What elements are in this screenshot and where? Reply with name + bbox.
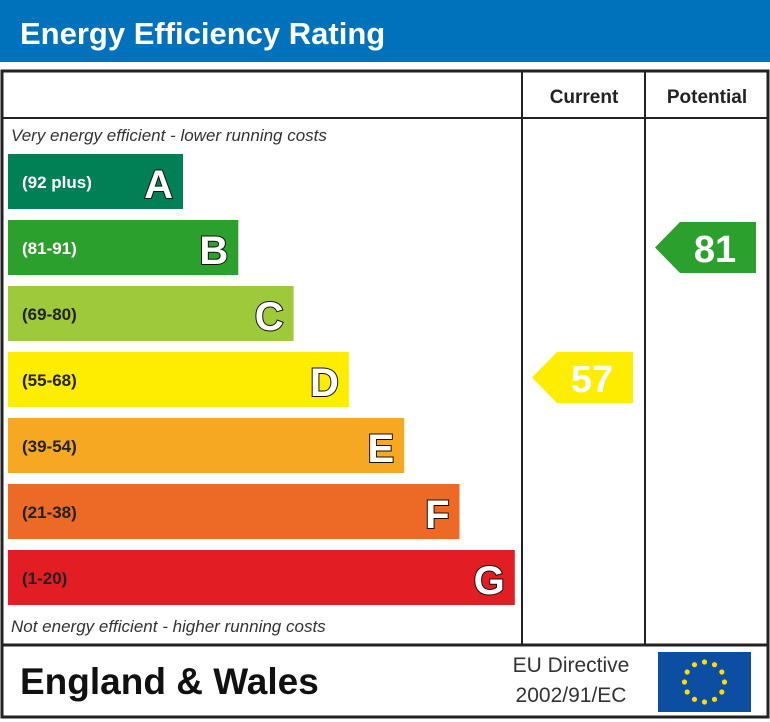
star-icon (721, 679, 728, 685)
band-B: (81-91) B (8, 220, 239, 275)
band-C: (69-80) C (8, 286, 294, 341)
band-bar (8, 484, 460, 539)
band-bar (8, 418, 405, 473)
potential-rating-shape (655, 222, 756, 273)
band-bar (8, 352, 349, 407)
star-icon (681, 679, 688, 685)
star-icon (719, 689, 725, 695)
band-range: (92 plus) (22, 173, 92, 192)
header-bar (0, 0, 770, 62)
band-letter: C (255, 295, 284, 339)
band-E: (39-54) E (8, 418, 405, 473)
region-label: England & Wales (20, 661, 319, 702)
band-letter: B (199, 229, 228, 273)
chart-title: Energy Efficiency Rating (20, 16, 385, 51)
current-rating-shape (532, 352, 633, 403)
star-icon (701, 659, 708, 665)
band-letter: E (368, 427, 395, 471)
band-A: (92 plus) A (8, 154, 183, 209)
star-icon (701, 699, 708, 705)
band-G: (1-20) G (8, 550, 515, 605)
star-icon (691, 662, 698, 668)
band-letter: D (310, 361, 339, 405)
band-bar (8, 550, 515, 605)
star-icon (711, 662, 718, 668)
potential-rating-value: 81 (694, 229, 736, 271)
star-icon (684, 669, 690, 675)
eu-flag-icon (658, 652, 751, 712)
bottom-note: Not energy efficient - higher running co… (11, 617, 326, 636)
star-icon (684, 689, 690, 695)
band-range: (81-91) (22, 239, 77, 258)
potential-rating: 81 (655, 222, 756, 273)
band-bar (8, 220, 239, 275)
band-range: (1-20) (22, 569, 67, 588)
potential-header: Potential (667, 87, 747, 108)
frame (0, 69, 770, 719)
top-note: Very energy efficient - lower running co… (11, 126, 327, 145)
band-range: (21-38) (22, 503, 77, 522)
band-letter: A (144, 163, 173, 207)
band-D: (55-68) D (8, 352, 349, 407)
star-icon (711, 696, 718, 702)
band-range: (69-80) (22, 305, 77, 324)
band-letter: G (474, 559, 505, 603)
star-icon (719, 669, 725, 675)
band-range: (39-54) (22, 437, 77, 456)
band-range: (55-68) (22, 371, 77, 390)
star-icon (691, 696, 698, 702)
band-letter: F (425, 493, 449, 537)
current-rating-value: 57 (571, 359, 613, 401)
current-rating: 57 (532, 352, 633, 403)
directive-line2: 2002/91/EC (516, 684, 627, 707)
band-bar (8, 154, 183, 209)
band-F: (21-38) F (8, 484, 460, 539)
band-bar (8, 286, 294, 341)
directive-line1: EU Directive (513, 654, 630, 677)
current-header: Current (550, 87, 619, 108)
